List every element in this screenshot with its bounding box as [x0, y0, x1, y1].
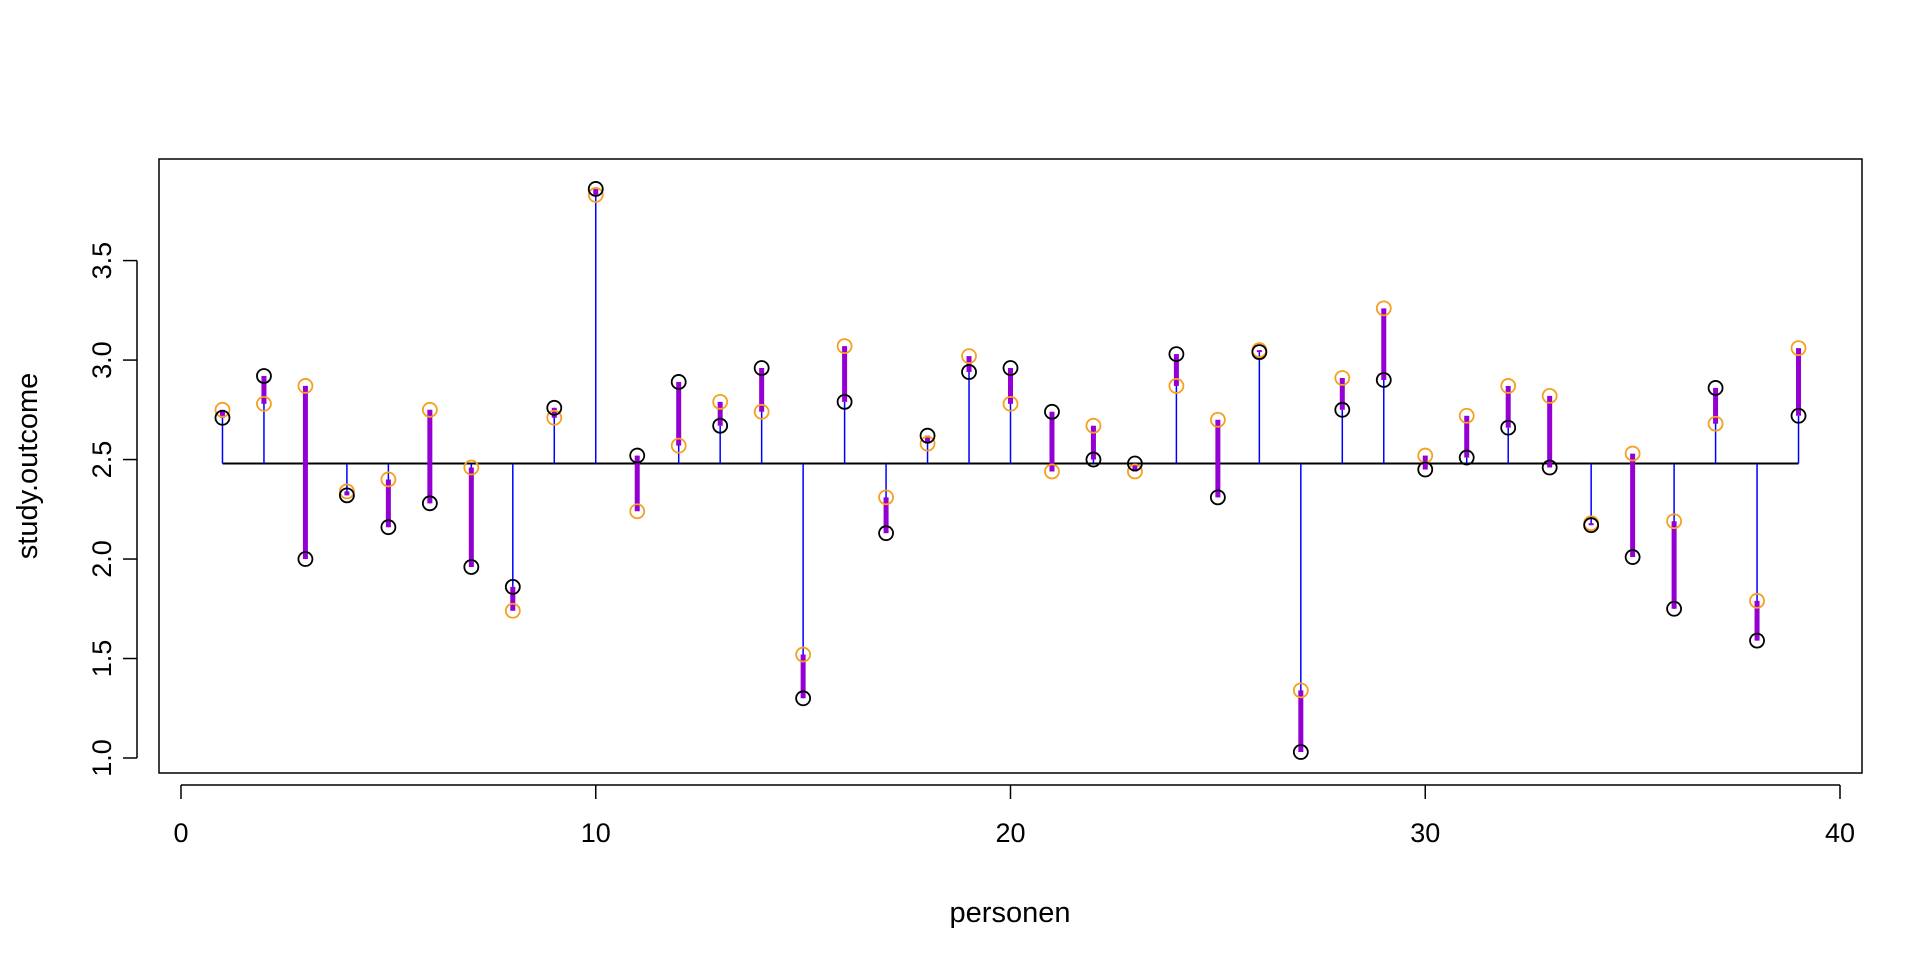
x-tick-label: 0 — [173, 818, 188, 848]
observed-point — [587, 181, 604, 197]
observed-point — [878, 525, 894, 542]
observed-point — [919, 427, 936, 444]
y-tick-label: 3.0 — [87, 341, 117, 379]
observed-point — [504, 578, 521, 595]
predicted-point — [1666, 513, 1682, 530]
predicted-point — [1334, 370, 1351, 386]
observed-point — [1085, 451, 1102, 468]
predicted-point — [380, 471, 397, 488]
observed-point — [1209, 489, 1226, 506]
observed-point — [961, 364, 977, 380]
observed-point — [1583, 517, 1600, 534]
y-tick-label: 1.5 — [87, 640, 117, 678]
predicted-point — [1209, 411, 1226, 428]
observed-point — [297, 551, 314, 567]
observed-point — [1541, 459, 1558, 476]
predicted-point — [587, 187, 604, 203]
predicted-point — [256, 395, 272, 412]
predicted-point — [712, 393, 729, 410]
observed-point — [546, 399, 563, 416]
x-axis: 0 10 20 30 40 — [173, 784, 1855, 848]
y-axis: 1.0 1.5 2.0 2.5 3.0 3.5 — [87, 242, 138, 777]
observed-point — [1707, 380, 1724, 396]
predicted-point — [1749, 592, 1765, 609]
observed-point — [1790, 407, 1807, 424]
x-tick-label: 20 — [995, 818, 1025, 848]
predicted-point — [1790, 340, 1807, 357]
observed-point — [1749, 632, 1765, 649]
x-tick-label: 10 — [581, 818, 611, 848]
observed-point — [629, 447, 646, 464]
observed-point — [1458, 449, 1475, 466]
x-axis-label: personen — [950, 897, 1071, 929]
residual-lines — [221, 188, 1800, 753]
predicted-point — [836, 338, 853, 355]
observed-point — [1251, 344, 1268, 361]
observed-point — [256, 368, 272, 384]
plot-area-frame — [158, 158, 1863, 774]
predicted-point — [1127, 463, 1143, 480]
predicted-point — [1624, 445, 1641, 462]
predicted-point — [1375, 300, 1392, 317]
observed-point — [1624, 549, 1641, 565]
predicted-point — [1002, 395, 1019, 412]
predicted-point — [629, 503, 646, 520]
observed-point — [214, 409, 231, 426]
predicted-point — [795, 646, 812, 663]
predicted-point — [1085, 417, 1102, 434]
y-tick-label: 1.0 — [87, 739, 117, 777]
observed-point — [1168, 346, 1185, 363]
predicted-point — [1500, 378, 1517, 394]
predicted-point — [1292, 682, 1309, 699]
observed-point — [712, 417, 729, 434]
observed-point — [1127, 455, 1143, 472]
predicted-point — [670, 437, 687, 454]
observed-point — [1292, 744, 1309, 760]
predicted-point — [1168, 378, 1185, 394]
observed-point — [1044, 403, 1060, 420]
observed-point — [795, 690, 812, 707]
predicted-point — [878, 489, 894, 506]
observed-point — [380, 519, 397, 536]
predicted-point — [338, 483, 355, 500]
observed-point — [1666, 600, 1682, 617]
difference-lines — [219, 188, 1802, 753]
y-tick-label: 2.0 — [87, 540, 117, 578]
observed-point — [753, 360, 770, 376]
observed-point — [1375, 372, 1392, 388]
observed-point — [670, 374, 687, 390]
predicted-point — [1044, 463, 1060, 480]
predicted-point — [463, 459, 480, 476]
data-points — [214, 181, 1807, 760]
observed-point — [836, 393, 853, 410]
predicted-point — [753, 403, 770, 420]
observed-point — [1500, 419, 1517, 436]
predicted-point — [421, 401, 438, 418]
observed-point — [1334, 401, 1351, 418]
x-tick-label: 40 — [1825, 818, 1855, 848]
x-tick-label: 30 — [1410, 818, 1440, 848]
y-tick-label: 2.5 — [87, 441, 117, 479]
predicted-point — [504, 602, 521, 619]
observed-point — [338, 487, 355, 504]
observed-point — [1417, 461, 1434, 478]
predicted-point — [546, 409, 563, 426]
predicted-point — [919, 435, 936, 452]
observed-point — [1002, 360, 1019, 376]
observed-point — [421, 495, 438, 512]
predicted-point — [297, 378, 314, 394]
predicted-point — [1541, 387, 1558, 404]
predicted-point — [1707, 415, 1724, 432]
predicted-point — [1458, 407, 1475, 424]
y-tick-label: 3.5 — [87, 242, 117, 280]
predicted-point — [961, 348, 977, 364]
y-axis-label: study.outcome — [12, 373, 44, 559]
predicted-point — [214, 401, 231, 418]
observed-point — [463, 559, 480, 575]
